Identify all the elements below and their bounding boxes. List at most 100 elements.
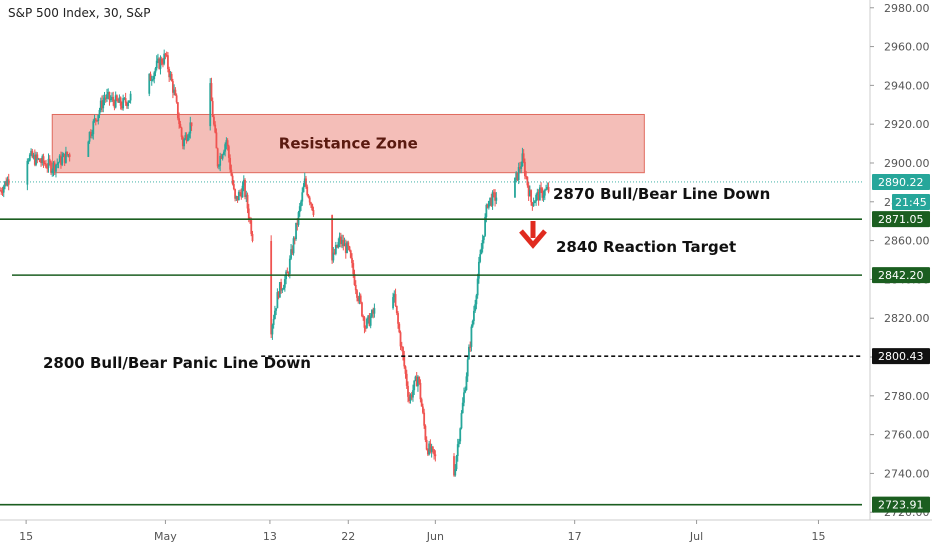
candle bbox=[487, 200, 490, 210]
candle bbox=[479, 249, 482, 264]
candle bbox=[152, 75, 154, 82]
candle bbox=[245, 190, 248, 203]
candle bbox=[476, 273, 479, 299]
candle bbox=[364, 325, 367, 332]
candle bbox=[409, 393, 412, 404]
candle bbox=[242, 175, 245, 192]
candle bbox=[174, 87, 177, 96]
candle bbox=[453, 453, 455, 477]
candle bbox=[281, 288, 284, 294]
candle bbox=[153, 71, 156, 84]
candle bbox=[186, 134, 189, 142]
candle bbox=[154, 66, 157, 77]
candle bbox=[461, 397, 464, 414]
candle bbox=[491, 190, 494, 210]
price-tag: 2723.91 bbox=[872, 496, 930, 513]
candle bbox=[286, 267, 289, 274]
candle bbox=[303, 172, 306, 188]
candle bbox=[373, 303, 376, 318]
resistance-zone[interactable] bbox=[51, 113, 645, 174]
candle bbox=[40, 158, 42, 167]
candle bbox=[546, 182, 549, 190]
candle bbox=[35, 151, 37, 167]
y-tick-label: 2740.00 bbox=[884, 467, 930, 480]
candle bbox=[114, 91, 117, 109]
x-tick-label: 17 bbox=[568, 530, 582, 543]
candle bbox=[219, 152, 222, 172]
candle bbox=[517, 162, 520, 185]
candle bbox=[6, 176, 9, 187]
candle bbox=[412, 384, 414, 402]
candle bbox=[273, 305, 276, 320]
candle bbox=[51, 168, 54, 177]
candle bbox=[514, 177, 516, 198]
candle bbox=[91, 129, 93, 139]
candle bbox=[275, 308, 278, 316]
candle bbox=[155, 55, 158, 71]
candle bbox=[475, 293, 478, 310]
candle bbox=[271, 323, 274, 340]
candle bbox=[112, 91, 115, 106]
candle bbox=[122, 94, 125, 111]
candle bbox=[332, 247, 335, 263]
candle bbox=[481, 234, 484, 253]
candle bbox=[521, 147, 524, 167]
candle bbox=[43, 160, 46, 166]
candle bbox=[522, 149, 525, 164]
candle bbox=[27, 158, 30, 165]
candle bbox=[520, 161, 523, 174]
candle bbox=[542, 190, 545, 202]
candle bbox=[307, 193, 310, 199]
candle bbox=[495, 192, 498, 205]
candle bbox=[348, 245, 351, 252]
candle bbox=[515, 171, 518, 183]
candle bbox=[53, 160, 56, 176]
candle bbox=[454, 464, 457, 477]
candle bbox=[492, 189, 495, 198]
candle bbox=[163, 49, 166, 66]
candle bbox=[530, 189, 533, 206]
candle bbox=[36, 152, 39, 164]
candle bbox=[357, 295, 360, 304]
candle bbox=[244, 178, 246, 200]
candle bbox=[527, 181, 530, 201]
candle bbox=[434, 450, 437, 462]
candle bbox=[96, 119, 98, 123]
candle bbox=[37, 157, 40, 161]
candle bbox=[469, 341, 472, 352]
candle bbox=[533, 200, 536, 204]
candle bbox=[526, 176, 529, 188]
candle bbox=[371, 309, 373, 318]
candle bbox=[181, 135, 184, 150]
candle bbox=[372, 307, 375, 319]
candle bbox=[270, 235, 273, 338]
bull-bear-line-label: 2870 Bull/Bear Line Down bbox=[553, 185, 770, 203]
candle bbox=[301, 187, 304, 206]
candle bbox=[310, 201, 312, 208]
candle bbox=[226, 138, 229, 151]
candle bbox=[7, 173, 10, 191]
candle bbox=[312, 206, 315, 217]
candle bbox=[104, 94, 107, 103]
candle bbox=[369, 313, 372, 329]
price-tag: 21:45 bbox=[892, 193, 930, 210]
candle bbox=[117, 98, 120, 103]
candle bbox=[215, 128, 218, 149]
candle bbox=[298, 202, 301, 217]
candle bbox=[63, 153, 66, 166]
candle bbox=[339, 232, 342, 248]
candle bbox=[470, 324, 473, 352]
candle bbox=[292, 236, 295, 256]
candle bbox=[170, 71, 173, 82]
candle bbox=[45, 159, 47, 169]
time-axis[interactable] bbox=[0, 520, 932, 550]
candle bbox=[216, 147, 219, 169]
y-tick-label: 2920.00 bbox=[884, 118, 930, 131]
candle bbox=[97, 114, 100, 125]
candle bbox=[460, 410, 463, 430]
candle bbox=[338, 232, 341, 248]
candle bbox=[547, 182, 550, 194]
candle bbox=[189, 116, 192, 139]
candle bbox=[176, 101, 179, 121]
